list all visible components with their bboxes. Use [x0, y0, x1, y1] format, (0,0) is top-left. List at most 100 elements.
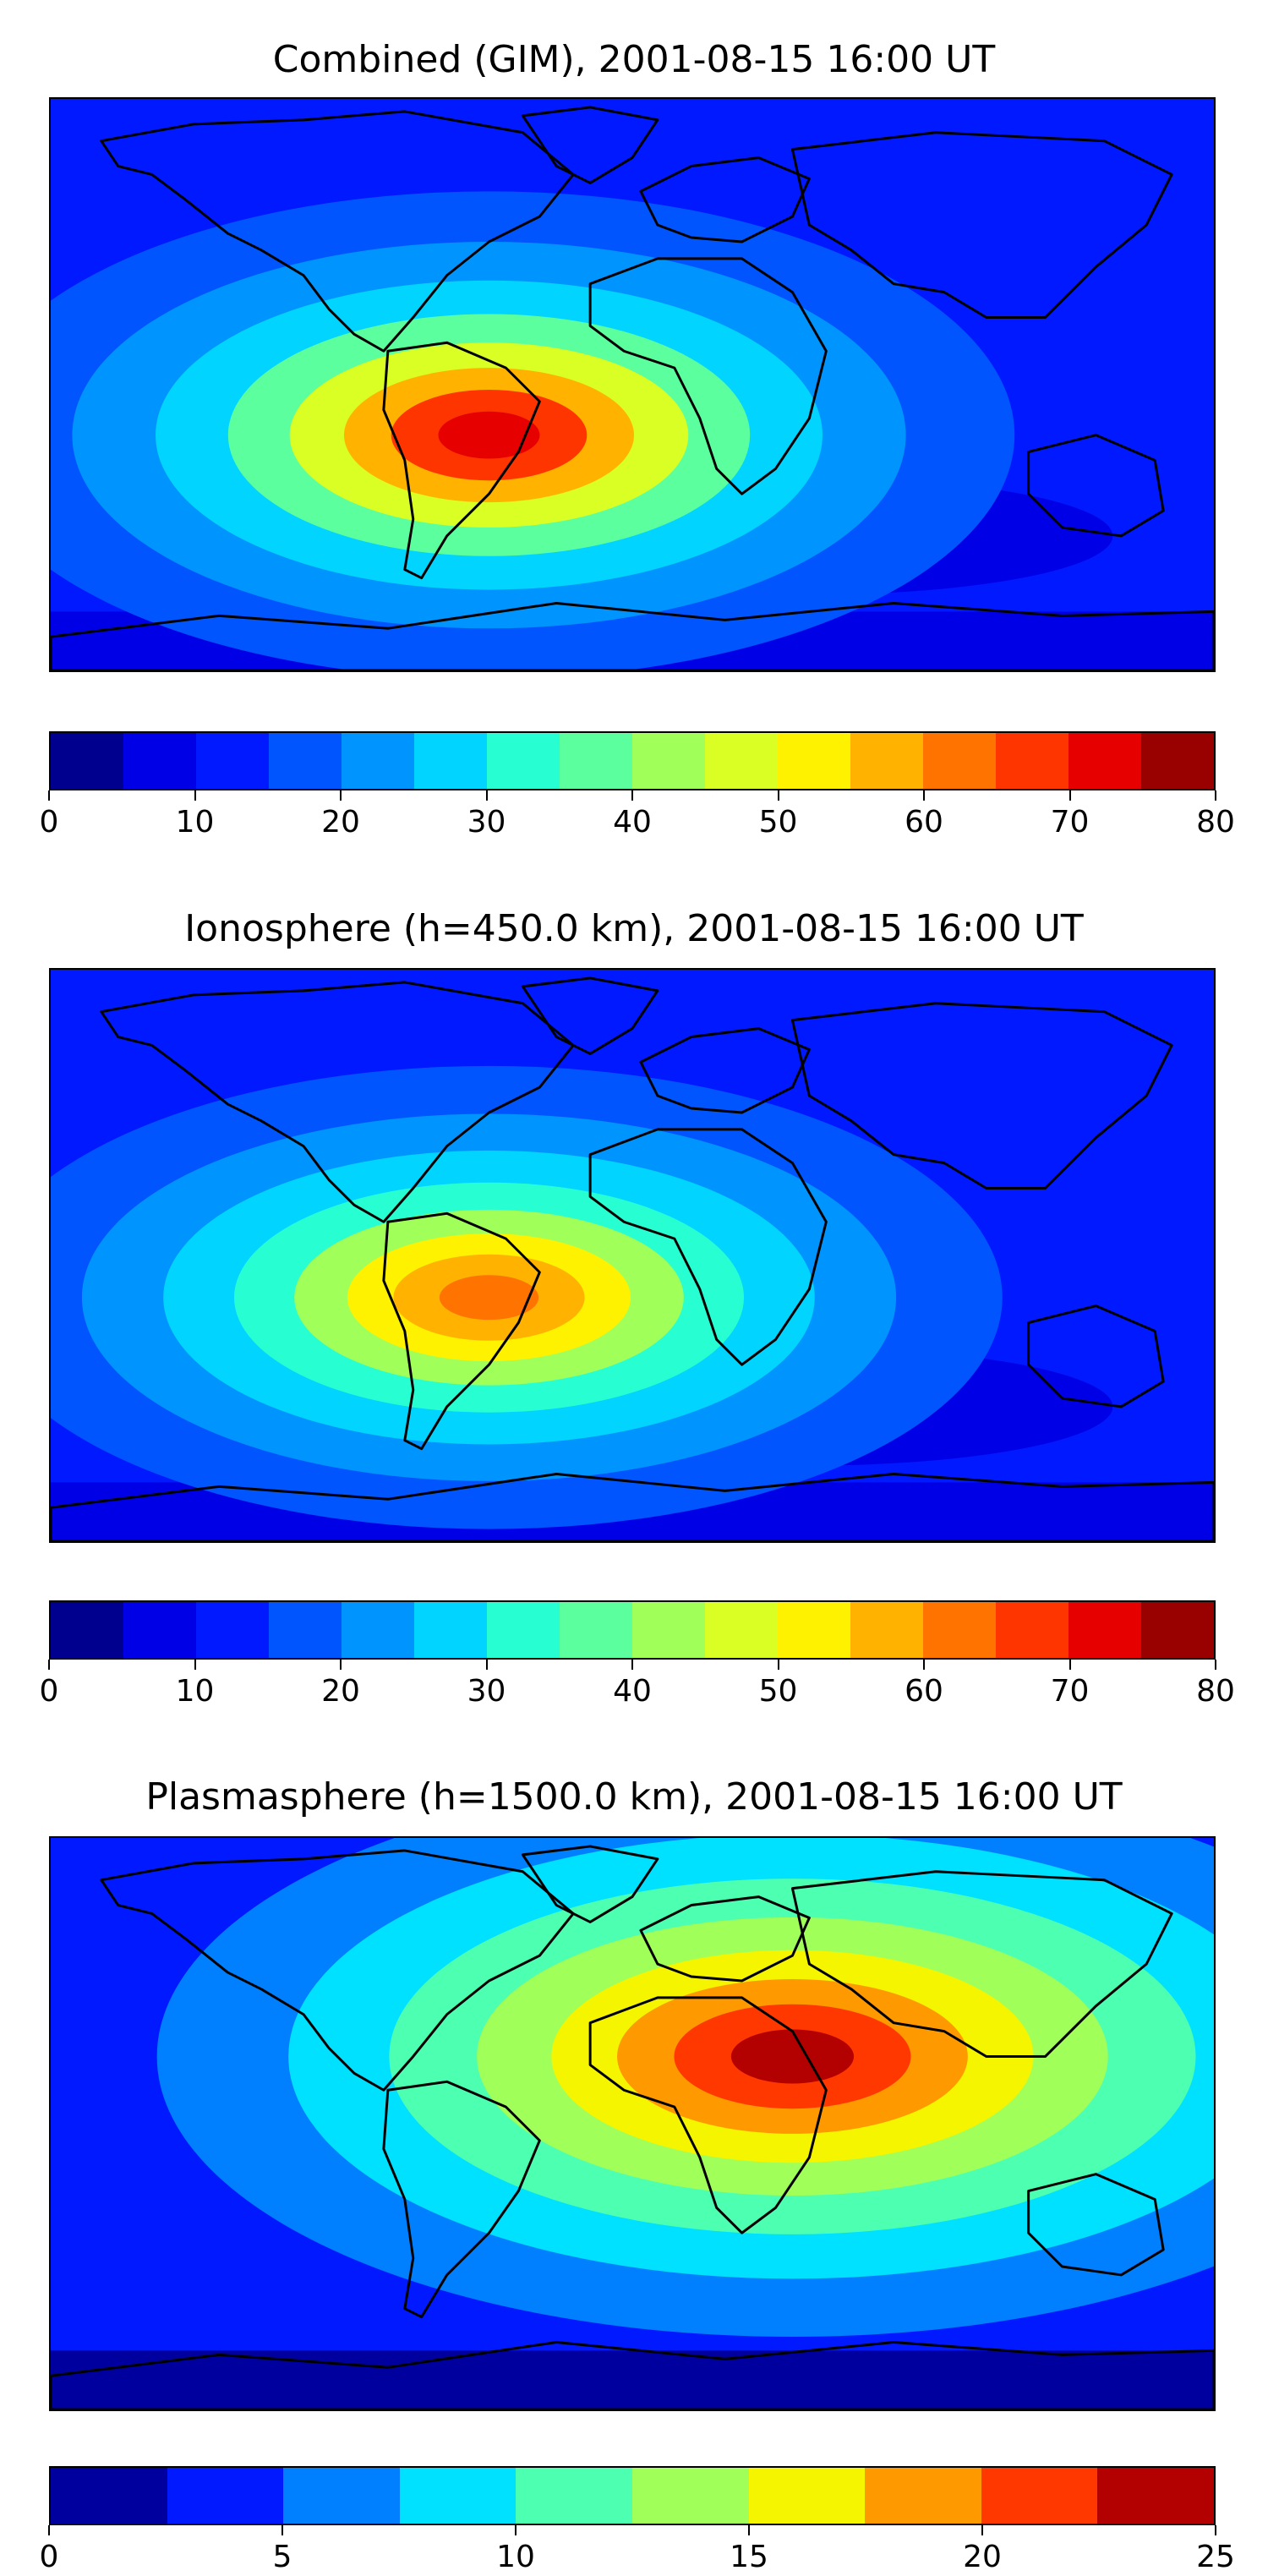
colorbar-tick-label: 40	[613, 1674, 652, 1709]
colorbar-tick-mark	[48, 790, 50, 801]
colorbar-tick-mark	[1215, 2525, 1216, 2535]
colorbar-tick-mark	[194, 1660, 196, 1670]
coastline	[588, 1128, 828, 1366]
colorbar-tick-label: 0	[39, 805, 59, 840]
colorbar-tick-mark	[777, 790, 779, 801]
coastline	[382, 2080, 541, 2319]
colorbar-tick-mark	[515, 2525, 516, 2535]
colorbar-tick-label: 25	[1196, 2540, 1235, 2574]
colorbar-segment	[196, 1602, 269, 1658]
tec-map	[49, 1836, 1216, 2411]
contour-peak-core	[730, 2029, 855, 2084]
colorbar	[49, 2466, 1216, 2525]
colorbar-tick-label: 70	[1050, 805, 1090, 840]
colorbar-segment	[1097, 2468, 1214, 2524]
colorbar-tick-label: 0	[39, 1674, 59, 1709]
tec-map	[49, 97, 1216, 672]
coastline	[521, 976, 659, 1055]
colorbar-segment	[196, 733, 269, 789]
colorbar-segment	[923, 1602, 996, 1658]
colorbar-tick-label: 60	[905, 805, 943, 840]
colorbar-segment	[850, 733, 923, 789]
coastline	[639, 156, 811, 243]
coastline	[382, 341, 541, 580]
map-canvas	[51, 99, 1214, 670]
panel-title: Plasmasphere (h=1500.0 km), 2001-08-15 1…	[145, 1775, 1123, 1819]
colorbar-segment	[981, 2468, 1098, 2524]
coastline	[100, 981, 575, 1223]
coastline	[1027, 2173, 1165, 2277]
coastline	[790, 1870, 1173, 2058]
colorbar-segment	[51, 733, 123, 789]
coastline	[100, 110, 575, 353]
colorbar-tick-label: 50	[758, 1674, 798, 1709]
colorbar-ticks: 0 10 20 30 40 50 60 70 80	[40, 1660, 1235, 1710]
colorbar-segment	[51, 2468, 167, 2524]
colorbar-segment	[850, 1602, 923, 1658]
colorbar-tick-mark	[631, 790, 633, 801]
coastline	[639, 1895, 811, 1983]
colorbar-segment	[1069, 733, 1141, 789]
colorbar-segment	[516, 2468, 632, 2524]
coastline	[1027, 434, 1165, 538]
colorbar-segment	[560, 733, 632, 789]
coastline	[100, 1849, 575, 2092]
field-south-trough	[51, 2350, 1214, 2409]
colorbar-tick-label: 10	[175, 1674, 215, 1709]
colorbar-tick-mark	[1215, 790, 1216, 801]
coastline	[639, 1027, 811, 1114]
colorbar-tick-mark	[485, 1660, 488, 1670]
colorbar-tick-label: 50	[758, 805, 798, 840]
coastline	[790, 1002, 1173, 1190]
colorbar-segment	[778, 1602, 850, 1658]
colorbar-ticks: 0 10 20 30 40 50 60 70 80	[40, 790, 1235, 841]
colorbar-segment	[865, 2468, 981, 2524]
colorbar-segment	[414, 733, 487, 789]
colorbar-tick-mark	[748, 2525, 750, 2535]
colorbar-segment	[1069, 1602, 1141, 1658]
colorbar-segment	[778, 733, 850, 789]
colorbar-tick-label: 5	[272, 2540, 292, 2574]
colorbar-tick-mark	[194, 790, 196, 801]
colorbar-segment	[705, 1602, 778, 1658]
colorbar-tick-label: 80	[1196, 805, 1235, 840]
panel-title: Combined (GIM), 2001-08-15 16:00 UT	[272, 38, 996, 81]
colorbar-tick-label: 60	[905, 1674, 943, 1709]
colorbar-segment	[631, 2468, 749, 2524]
map-canvas	[51, 1838, 1214, 2409]
colorbar-tick-label: 40	[613, 805, 652, 840]
coastline	[51, 2340, 1214, 2409]
colorbar-segment	[996, 1602, 1069, 1658]
colorbar-segment	[123, 1602, 196, 1658]
coastline	[521, 1845, 659, 1923]
colorbar-tick-label: 30	[467, 1674, 506, 1709]
contour-peak-core	[438, 411, 540, 459]
colorbar-tick-label: 20	[321, 1674, 360, 1709]
colorbar-tick-mark	[777, 1660, 779, 1670]
colorbar-tick-label: 20	[321, 805, 360, 840]
colorbar-tick-mark	[340, 1660, 342, 1670]
colorbar-segment	[1141, 733, 1214, 789]
coastline	[588, 257, 828, 495]
tec-map	[49, 968, 1216, 1543]
colorbar-segment	[632, 733, 705, 789]
colorbar-segment	[123, 733, 196, 789]
colorbar-ticks: 0 5 10 15 20 25	[40, 2525, 1235, 2576]
colorbar	[49, 731, 1216, 790]
coastline	[521, 106, 659, 184]
colorbar-tick-mark	[340, 790, 342, 801]
colorbar-tick-mark	[281, 2525, 283, 2535]
coastline	[51, 1472, 1214, 1541]
colorbar-tick-label: 20	[963, 2540, 1002, 2574]
colorbar-tick-label: 15	[730, 2540, 768, 2574]
colorbar-tick-mark	[48, 1660, 50, 1670]
colorbar-tick-label: 80	[1196, 1674, 1235, 1709]
colorbar-segment	[487, 1602, 560, 1658]
colorbar-segment	[705, 733, 778, 789]
colorbar-segment	[560, 1602, 632, 1658]
colorbar-segment	[414, 1602, 487, 1658]
coastline	[382, 1211, 541, 1451]
colorbar-tick-label: 10	[496, 2540, 535, 2574]
coastline	[790, 131, 1173, 319]
contour-peak-core	[439, 1275, 539, 1321]
